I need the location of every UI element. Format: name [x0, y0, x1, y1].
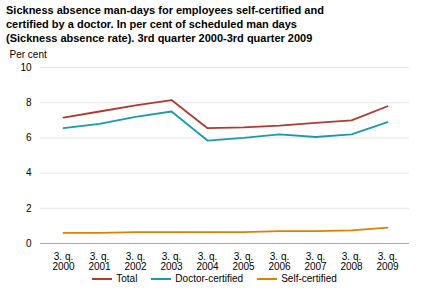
html-text:Total: Total	[116, 273, 138, 285]
svg-text:3. q.2007: 3. q.2007	[304, 251, 327, 272]
html-text:Self-certified: Self-certified	[281, 273, 337, 285]
svg-text:2: 2	[26, 203, 32, 214]
html-text:Doctor-certified: Doctor-certified	[175, 273, 244, 285]
svg-text:6: 6	[26, 132, 32, 143]
svg-text:3. q.2001: 3. q.2001	[88, 251, 111, 272]
svg-text:3. q.2006: 3. q.2006	[268, 251, 291, 272]
svg-text:3. q.2009: 3. q.2009	[376, 251, 399, 272]
svg-text:0: 0	[26, 238, 32, 249]
svg-text:3. q.2005: 3. q.2005	[232, 251, 255, 272]
svg-text:3. q.2008: 3. q.2008	[340, 251, 363, 272]
svg-text:10: 10	[20, 62, 32, 73]
svg-text:8: 8	[26, 97, 32, 108]
html-text:Sickness absence man-days for: Sickness absence man-days for employees …	[6, 4, 324, 44]
svg-text:3. q.2003: 3. q.2003	[160, 251, 183, 272]
svg-text:3. q.2004: 3. q.2004	[196, 251, 219, 272]
svg-text:3. q.2002: 3. q.2002	[124, 251, 147, 272]
svg-text:4: 4	[26, 168, 32, 179]
svg-text:Per cent: Per cent	[10, 49, 47, 60]
svg-text:3. q.2000: 3. q.2000	[52, 251, 75, 272]
